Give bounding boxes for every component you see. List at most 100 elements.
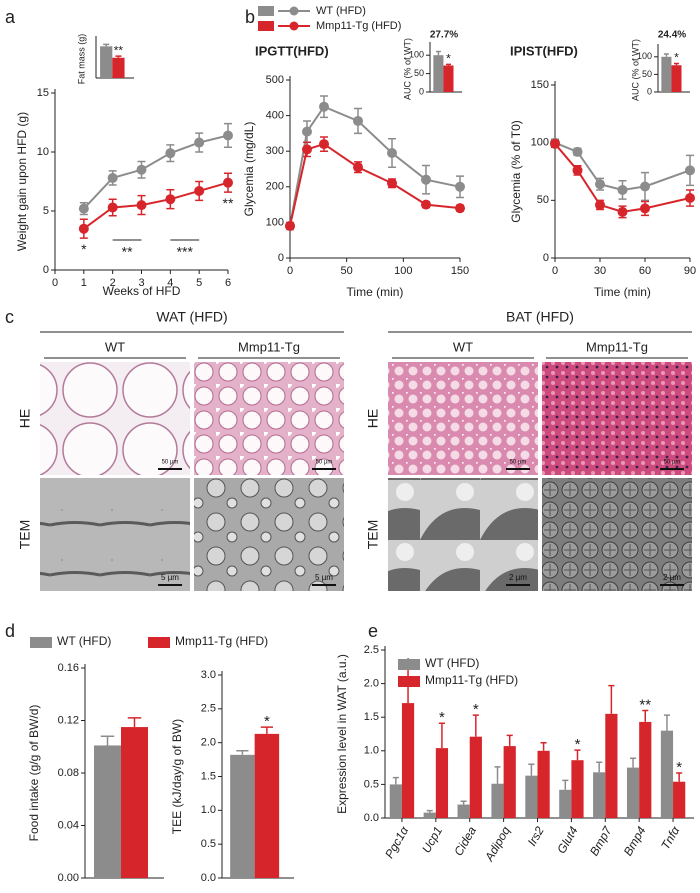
x-tick-label: 60	[639, 265, 651, 277]
y-tick-label: 0.5	[364, 778, 379, 790]
significance: *	[674, 51, 679, 65]
x-tick-label: Glut4	[554, 824, 581, 856]
error-bar	[494, 766, 501, 784]
y-tick-label: 1.0	[364, 745, 379, 757]
chart-title: IPGTT(HFD)	[255, 43, 329, 58]
y-tick-label: 0.08	[58, 767, 79, 779]
error-bar	[608, 684, 615, 714]
scale-bar-label: 50 µm	[664, 460, 681, 466]
scale-bar-label: 50 µm	[510, 460, 527, 466]
y-tick-label: 0	[419, 86, 424, 96]
row-label: HE	[17, 409, 33, 428]
legend-marker	[289, 6, 299, 16]
bar	[254, 733, 280, 878]
point	[353, 115, 363, 126]
x-tick-label: Adipoq	[482, 824, 513, 865]
y-tick-label: 100	[266, 216, 284, 228]
scale-bar-label: 2 µm	[509, 573, 527, 582]
error-bar	[115, 55, 122, 58]
y-axis-label: TEE (kJ/day/g of BW)	[170, 719, 184, 834]
x-tick-label: 50	[341, 265, 353, 277]
point	[78, 203, 89, 214]
column-label: Mmp11-Tg	[238, 339, 300, 354]
error-bar	[426, 809, 433, 813]
error-bar	[435, 50, 441, 56]
error-bar	[100, 735, 115, 746]
error-bar	[472, 714, 479, 737]
point	[223, 130, 233, 141]
scale-bar-label: 50 µm	[316, 460, 333, 466]
y-tick-label: 500	[266, 74, 284, 86]
y-axis-label: Glycemia (mg/dL)	[242, 122, 256, 217]
bracket-label: **	[122, 244, 133, 260]
point	[685, 193, 695, 204]
scale-bar-label: 5 µm	[161, 573, 179, 582]
y-tick-label: 0	[43, 264, 49, 276]
error-bar	[562, 779, 569, 790]
bar	[661, 56, 672, 92]
legend-label: WT (HFD)	[425, 656, 479, 670]
error-bar	[642, 709, 649, 722]
bar	[491, 783, 504, 818]
error-bar	[663, 714, 671, 731]
significance: **	[639, 696, 651, 713]
x-tick-label: 0	[52, 277, 58, 289]
x-tick-label: 100	[394, 265, 412, 277]
panel-label: d	[5, 621, 15, 641]
point	[387, 147, 397, 158]
y-tick-label: 2.0	[364, 678, 379, 690]
x-tick-label: 0	[287, 265, 293, 277]
y-tick-label: 50	[414, 68, 424, 78]
point	[78, 223, 89, 234]
annotation: 24.4%	[658, 30, 686, 41]
bar	[537, 750, 550, 818]
y-tick-label: 0.0	[201, 872, 216, 884]
panel-label: e	[368, 621, 378, 641]
y-tick-label: 200	[266, 181, 284, 193]
point	[572, 146, 583, 157]
y-tick-label: 0.16	[58, 662, 79, 674]
error-bar	[673, 62, 679, 66]
bar	[559, 789, 572, 818]
scale-bar-label: 2 µm	[663, 573, 681, 582]
y-tick-label: 0.04	[58, 819, 79, 831]
x-tick-label: Cidea	[451, 824, 479, 858]
legend-swatch	[148, 637, 170, 648]
point	[136, 200, 147, 211]
y-tick-label: 100	[531, 137, 549, 149]
point	[353, 162, 363, 173]
point	[617, 184, 628, 195]
y-axis-label: AUC (% of WT)	[402, 38, 412, 100]
y-tick-label: 0	[278, 252, 284, 264]
point	[165, 148, 176, 159]
bar	[605, 713, 618, 818]
error-bar	[506, 734, 513, 747]
y-tick-label: 150	[531, 79, 549, 91]
significance: *	[446, 52, 451, 66]
bar	[673, 781, 686, 818]
bar	[94, 745, 121, 878]
point	[165, 194, 176, 205]
point	[421, 199, 431, 210]
micrograph	[40, 478, 190, 591]
series-line	[83, 181, 229, 230]
point	[455, 203, 465, 214]
y-tick-label: 1.0	[201, 804, 216, 816]
x-tick-label: 6	[225, 277, 231, 289]
significance: *	[473, 701, 479, 718]
significance: *	[575, 736, 581, 753]
x-tick-label: 1	[81, 277, 87, 289]
y-tick-label: 100	[409, 50, 424, 60]
point	[455, 181, 465, 192]
bar	[401, 703, 415, 818]
legend-label: Mmp11-Tg (HFD)	[425, 673, 518, 687]
y-axis-label: Weight gain upon HFD (g)	[15, 112, 29, 251]
error-bar	[630, 757, 637, 768]
x-tick-label: 30	[594, 265, 606, 277]
x-axis-label: Time (min)	[347, 285, 404, 299]
chart-title: IPIST(HFD)	[510, 43, 578, 58]
x-tick-label: 0	[552, 265, 558, 277]
scale-bar-label: 5 µm	[315, 573, 333, 582]
x-tick-label: 2	[110, 277, 116, 289]
